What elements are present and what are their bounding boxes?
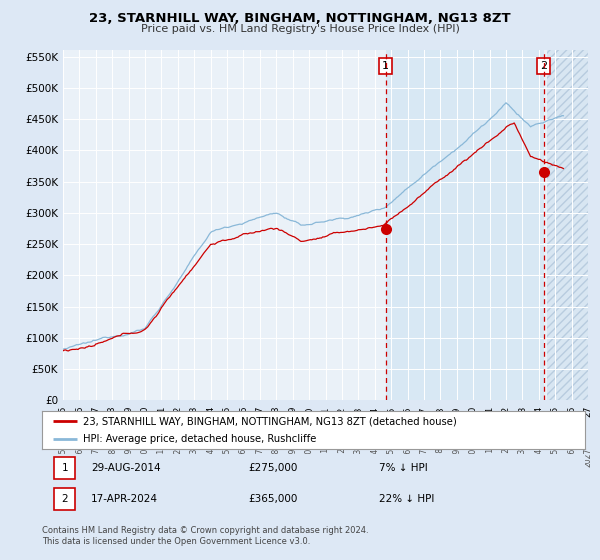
Text: 1996: 1996 <box>75 447 84 466</box>
Text: 1995: 1995 <box>59 447 67 466</box>
Text: 2026: 2026 <box>567 447 576 466</box>
Text: 2017: 2017 <box>419 447 428 466</box>
Text: 2: 2 <box>540 61 547 71</box>
Text: 2013: 2013 <box>354 447 363 466</box>
Text: 2: 2 <box>61 494 68 503</box>
Text: 2010: 2010 <box>305 447 314 466</box>
Text: 2002: 2002 <box>173 447 182 466</box>
Text: 2000: 2000 <box>140 447 149 466</box>
Text: 2015: 2015 <box>386 447 395 466</box>
Bar <box>547 50 588 400</box>
Text: 2022: 2022 <box>502 447 511 466</box>
Text: 1997: 1997 <box>91 447 100 466</box>
Text: HPI: Average price, detached house, Rushcliffe: HPI: Average price, detached house, Rush… <box>83 434 316 444</box>
Text: 7% ↓ HPI: 7% ↓ HPI <box>379 464 427 473</box>
Text: 1: 1 <box>61 464 68 473</box>
Text: 2011: 2011 <box>321 447 330 466</box>
Text: 2009: 2009 <box>288 447 297 466</box>
Text: 2014: 2014 <box>370 447 379 466</box>
Text: 1998: 1998 <box>108 447 117 466</box>
Text: 23, STARNHILL WAY, BINGHAM, NOTTINGHAM, NG13 8ZT: 23, STARNHILL WAY, BINGHAM, NOTTINGHAM, … <box>89 12 511 25</box>
Bar <box>386 50 544 400</box>
Text: 2003: 2003 <box>190 447 199 466</box>
Text: 2004: 2004 <box>206 447 215 466</box>
Text: 2020: 2020 <box>469 447 478 466</box>
Text: 1999: 1999 <box>124 447 133 466</box>
Text: 29-AUG-2014: 29-AUG-2014 <box>91 464 160 473</box>
Text: 2019: 2019 <box>452 447 461 466</box>
Text: 2023: 2023 <box>518 447 527 466</box>
Text: 2016: 2016 <box>403 447 412 466</box>
Text: 2027: 2027 <box>583 447 593 466</box>
Text: 2001: 2001 <box>157 447 166 466</box>
FancyBboxPatch shape <box>55 488 75 510</box>
Text: 2021: 2021 <box>485 447 494 466</box>
Text: 2012: 2012 <box>337 447 346 466</box>
Text: 2024: 2024 <box>534 447 543 466</box>
Text: 2006: 2006 <box>239 447 248 466</box>
Text: 2005: 2005 <box>223 447 232 466</box>
Text: 2007: 2007 <box>256 447 265 466</box>
Text: 2025: 2025 <box>551 447 560 466</box>
Text: Price paid vs. HM Land Registry's House Price Index (HPI): Price paid vs. HM Land Registry's House … <box>140 24 460 34</box>
Text: 17-APR-2024: 17-APR-2024 <box>91 494 158 503</box>
FancyBboxPatch shape <box>55 458 75 479</box>
Text: 2018: 2018 <box>436 447 445 466</box>
Text: £275,000: £275,000 <box>248 464 298 473</box>
Text: 2008: 2008 <box>272 447 281 466</box>
Text: 22% ↓ HPI: 22% ↓ HPI <box>379 494 434 503</box>
Text: Contains HM Land Registry data © Crown copyright and database right 2024.
This d: Contains HM Land Registry data © Crown c… <box>42 526 368 546</box>
Text: £365,000: £365,000 <box>248 494 298 503</box>
Text: 1: 1 <box>382 61 389 71</box>
Text: 23, STARNHILL WAY, BINGHAM, NOTTINGHAM, NG13 8ZT (detached house): 23, STARNHILL WAY, BINGHAM, NOTTINGHAM, … <box>83 416 457 426</box>
